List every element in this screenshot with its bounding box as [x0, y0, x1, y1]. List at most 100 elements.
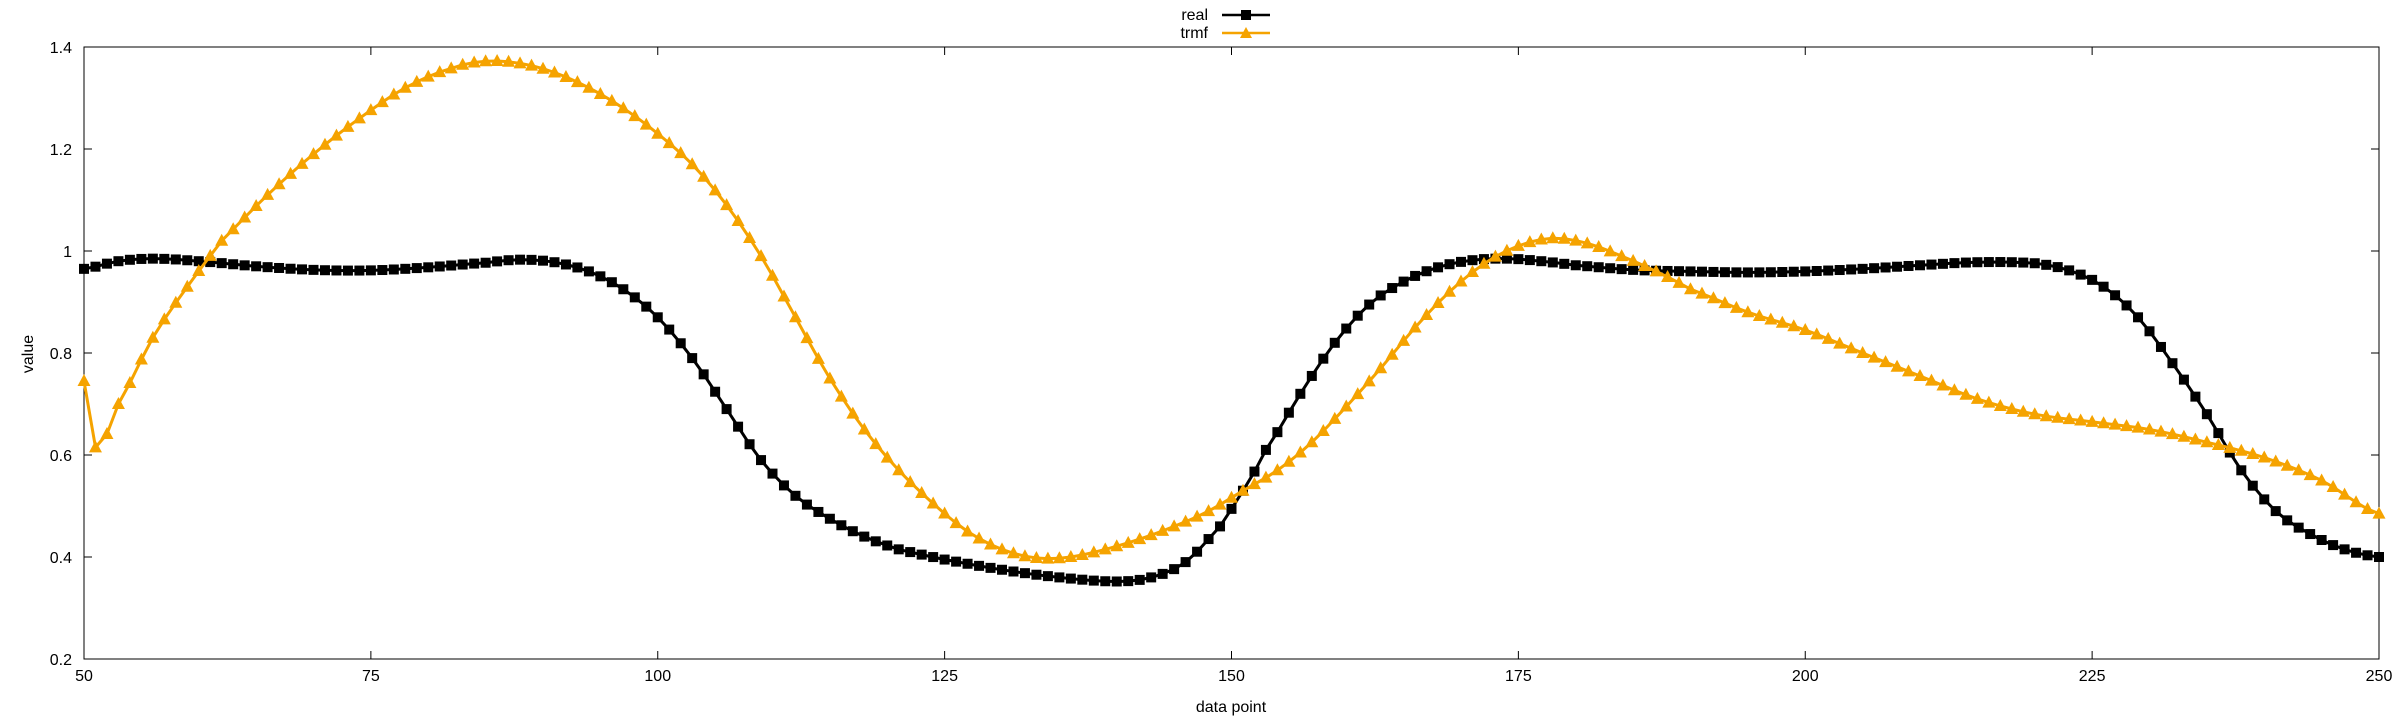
x-tick-label: 150 — [1218, 668, 1245, 685]
data-point-trmf — [1913, 368, 1927, 381]
data-point-trmf — [2280, 458, 2294, 471]
data-point-trmf — [1339, 399, 1353, 412]
data-point-real — [526, 254, 537, 265]
data-point-real — [1283, 407, 1294, 418]
data-point-trmf — [1706, 291, 1720, 304]
data-point-trmf — [1924, 373, 1938, 386]
data-point-real — [1742, 267, 1753, 278]
data-point-trmf — [1110, 539, 1124, 552]
data-point-real — [2018, 257, 2029, 268]
y-tick-label: 1 — [63, 244, 72, 261]
data-point-real — [193, 256, 204, 267]
x-tick-label: 175 — [1505, 668, 1532, 685]
data-point-real — [411, 263, 422, 274]
data-point-real — [251, 261, 262, 272]
data-point-real — [124, 254, 135, 265]
data-point-trmf — [2143, 422, 2156, 435]
data-point-trmf — [1534, 232, 1548, 245]
data-point-real — [2167, 358, 2178, 369]
data-point-real — [1456, 256, 1466, 267]
data-point-real — [974, 560, 985, 571]
data-point-trmf — [1247, 477, 1261, 490]
data-point-trmf — [1821, 331, 1835, 344]
data-point-real — [1111, 576, 1122, 587]
data-point-real — [813, 506, 824, 517]
plot-frame — [83, 46, 2380, 660]
data-point-real — [1134, 574, 1145, 585]
data-point-trmf — [1661, 269, 1675, 282]
data-point-trmf — [2165, 427, 2179, 440]
data-point-real — [1329, 337, 1340, 348]
data-point-real — [549, 257, 560, 268]
data-point-trmf — [77, 374, 91, 387]
data-point-trmf — [2292, 463, 2306, 476]
data-point-trmf — [1362, 374, 1376, 387]
series-line-trmf — [82, 59, 2380, 561]
data-point-trmf — [1546, 231, 1560, 244]
data-point-real — [1777, 267, 1788, 278]
data-point-trmf — [1179, 514, 1193, 527]
data-point-trmf — [1982, 395, 1996, 408]
data-point-trmf — [238, 210, 252, 223]
data-point-trmf — [307, 147, 320, 160]
data-point-real — [905, 547, 916, 558]
data-point-trmf — [2016, 404, 2030, 417]
data-point-trmf — [364, 103, 378, 116]
data-point-trmf — [1270, 463, 1284, 476]
data-point-real — [2110, 290, 2121, 301]
data-point-real — [2064, 265, 2075, 276]
data-point-trmf — [1454, 274, 1468, 287]
data-point-real — [297, 264, 308, 275]
data-point-trmf — [2223, 440, 2237, 453]
data-point-real — [331, 265, 342, 276]
data-point-trmf — [1729, 300, 1743, 313]
data-point-trmf — [1947, 383, 1961, 396]
data-point-real — [1169, 564, 1180, 575]
data-point-real — [641, 301, 652, 312]
data-point-real — [342, 265, 353, 276]
data-point-real — [687, 353, 698, 364]
data-point-trmf — [949, 516, 963, 529]
data-point-trmf — [1500, 243, 1514, 256]
data-point-trmf — [1511, 238, 1525, 251]
data-point-real — [997, 564, 1007, 575]
data-point-real — [1582, 261, 1593, 272]
data-point-trmf — [2131, 420, 2145, 433]
data-point-trmf — [490, 54, 504, 67]
data-point-real — [308, 264, 319, 275]
data-point-real — [1433, 262, 1444, 273]
data-point-trmf — [249, 199, 263, 212]
data-point-real — [90, 261, 101, 272]
data-point-real — [515, 254, 526, 265]
data-point-trmf — [1684, 282, 1697, 295]
data-point-trmf — [536, 61, 550, 74]
data-point-trmf — [1087, 545, 1101, 558]
data-point-real — [1800, 266, 1811, 277]
data-point-trmf — [1202, 504, 1216, 517]
legend-label-real: real — [1181, 7, 1208, 24]
series-layer — [77, 54, 2386, 587]
data-point-trmf — [1121, 535, 1135, 548]
data-point-real — [951, 556, 962, 567]
data-point-trmf — [834, 389, 848, 402]
y-axis-title: value — [20, 335, 37, 373]
data-point-trmf — [1810, 327, 1824, 340]
legend: real trmf — [1180, 7, 1270, 42]
data-point-real — [1272, 427, 1283, 438]
data-point-trmf — [2074, 413, 2088, 426]
data-point-trmf — [846, 406, 860, 419]
data-point-real — [1513, 254, 1524, 265]
data-point-trmf — [2188, 432, 2202, 445]
data-point-trmf — [754, 249, 768, 262]
data-point-trmf — [766, 268, 779, 281]
data-point-real — [1559, 258, 1570, 269]
data-point-trmf — [811, 351, 825, 364]
data-point-trmf — [1305, 435, 1319, 448]
data-point-trmf — [1259, 470, 1273, 483]
data-point-real — [870, 536, 881, 547]
data-point-real — [1616, 264, 1627, 275]
data-point-trmf — [800, 331, 814, 344]
data-point-real — [1524, 255, 1535, 266]
data-point-trmf — [1213, 497, 1227, 510]
data-point-trmf — [329, 128, 343, 141]
